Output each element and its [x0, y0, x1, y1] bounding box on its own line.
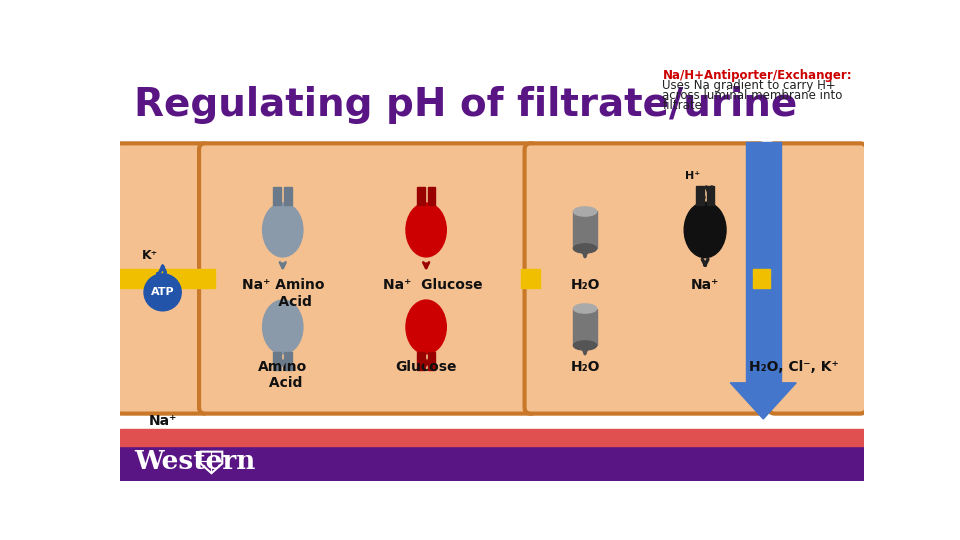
Circle shape [144, 274, 181, 311]
Text: Na⁺ Amino
     Acid: Na⁺ Amino Acid [242, 279, 324, 309]
Text: H₂O: H₂O [570, 279, 600, 293]
Bar [427, 352, 436, 370]
Bar [521, 279, 540, 288]
Bar [120, 279, 214, 288]
Bar [120, 429, 864, 446]
FancyBboxPatch shape [769, 143, 866, 414]
Ellipse shape [406, 203, 446, 257]
FancyBboxPatch shape [199, 143, 537, 414]
Text: H₂O: H₂O [570, 360, 600, 374]
Bar [120, 146, 864, 411]
Bar [120, 269, 214, 278]
Ellipse shape [406, 300, 446, 354]
Text: Na⁺  Glucose: Na⁺ Glucose [382, 279, 482, 293]
Text: Uses Na gradient to carry H+: Uses Na gradient to carry H+ [662, 79, 836, 92]
Ellipse shape [263, 300, 303, 354]
Bar [284, 187, 292, 205]
Bar [274, 352, 281, 370]
Bar [274, 187, 281, 205]
Text: Regulating pH of filtrate/urine: Regulating pH of filtrate/urine [134, 86, 797, 124]
Text: Na⁺: Na⁺ [149, 414, 177, 428]
Bar [521, 269, 540, 278]
Bar [417, 352, 424, 370]
Ellipse shape [684, 202, 726, 258]
Text: across luminal membrane into: across luminal membrane into [662, 89, 843, 102]
Polygon shape [731, 383, 796, 419]
Bar [284, 352, 292, 370]
Bar [746, 142, 780, 384]
Bar [573, 308, 596, 346]
FancyBboxPatch shape [524, 143, 765, 414]
Bar [427, 187, 436, 205]
Text: Glucose: Glucose [396, 360, 457, 374]
Ellipse shape [573, 304, 596, 313]
Bar [573, 212, 596, 248]
Text: Western: Western [134, 449, 255, 474]
Text: Na/H+Antiporter/Exchanger:: Na/H+Antiporter/Exchanger: [662, 69, 852, 82]
Bar [754, 279, 770, 288]
Text: K⁺: K⁺ [142, 248, 158, 261]
Bar [120, 442, 864, 481]
Bar [707, 186, 714, 205]
Ellipse shape [573, 207, 596, 216]
Text: Amino
 Acid: Amino Acid [258, 360, 307, 390]
Bar [417, 187, 424, 205]
Text: H⁺: H⁺ [685, 171, 700, 181]
Text: H₂O, Cl⁻, K⁺: H₂O, Cl⁻, K⁺ [750, 360, 839, 374]
Ellipse shape [263, 203, 303, 257]
Bar [754, 269, 770, 278]
Ellipse shape [573, 244, 596, 253]
Text: ATP: ATP [151, 287, 175, 298]
Text: filtrate: filtrate [662, 99, 703, 112]
Ellipse shape [573, 341, 596, 350]
Bar [696, 186, 704, 205]
FancyBboxPatch shape [115, 143, 209, 414]
Text: Na⁺: Na⁺ [691, 279, 719, 293]
